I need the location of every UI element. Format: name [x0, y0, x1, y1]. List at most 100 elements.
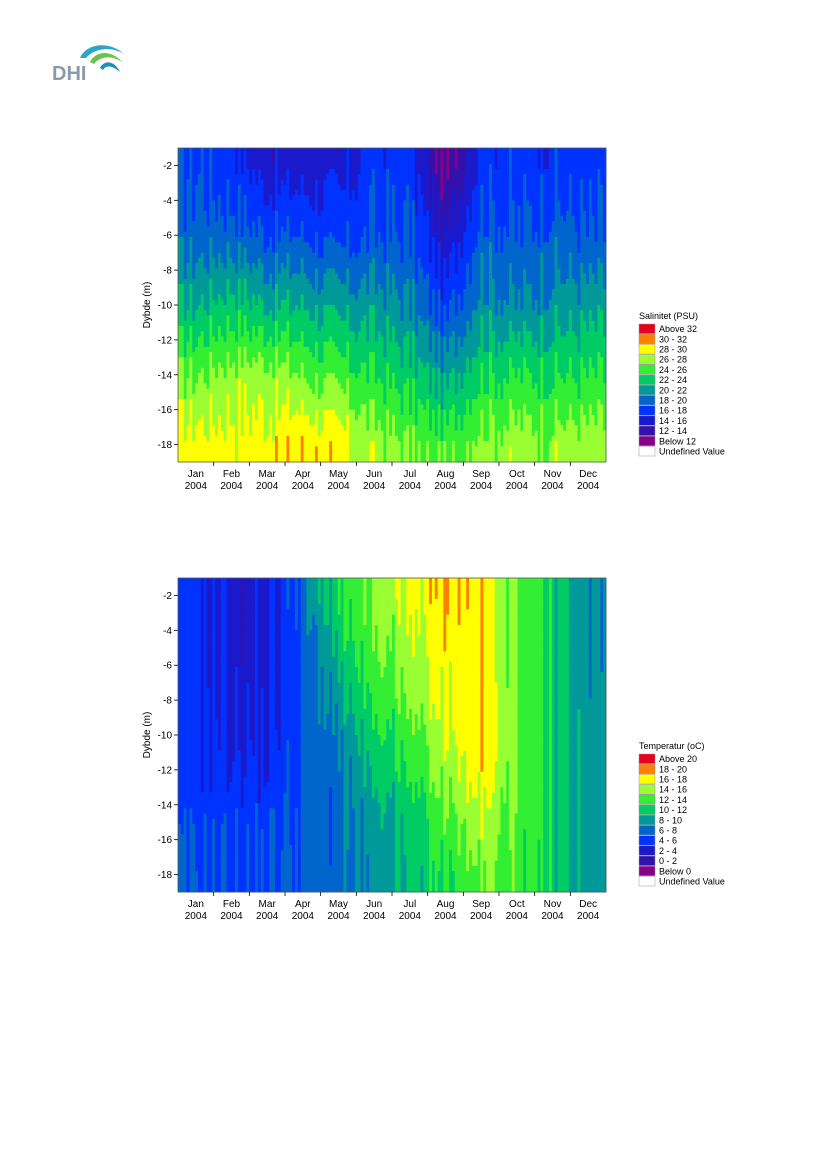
heatmap-cell — [255, 257, 259, 264]
heatmap-cell — [300, 383, 304, 390]
heatmap-cell — [206, 205, 210, 212]
heatmap-cell — [229, 393, 233, 400]
heatmap-cell — [374, 320, 379, 327]
heatmap-cell — [257, 362, 262, 369]
heatmap-cell — [400, 451, 404, 458]
heatmap-cell — [280, 383, 284, 390]
heatmap-cell — [360, 294, 364, 301]
heatmap-cell — [186, 336, 190, 343]
heatmap-cell — [392, 425, 396, 431]
heatmap-cell — [255, 451, 259, 458]
heatmap-cell — [314, 247, 319, 254]
heatmap-cell — [246, 414, 250, 421]
heatmap-cell — [292, 451, 296, 458]
heatmap-cell — [349, 148, 353, 154]
heatmap-cell — [269, 289, 273, 295]
heatmap-cell — [409, 247, 413, 254]
heatmap-cell — [411, 195, 416, 201]
heatmap-cell — [272, 294, 276, 301]
heatmap-cell — [257, 158, 262, 165]
heatmap-cell — [320, 195, 324, 201]
heatmap-cell — [200, 174, 205, 180]
heatmap-cell — [323, 294, 327, 301]
heatmap-cell — [243, 435, 247, 442]
heatmap-cell — [286, 231, 290, 238]
heatmap-cell — [297, 404, 302, 411]
heatmap-cell — [257, 189, 262, 196]
heatmap-cell — [203, 189, 207, 196]
heatmap-cell — [178, 331, 182, 337]
heatmap-cell — [386, 367, 390, 374]
heatmap-cell — [320, 273, 324, 280]
heatmap-cell — [332, 163, 336, 170]
heatmap-cell — [195, 231, 199, 238]
heatmap-cell — [372, 158, 376, 165]
heatmap-cell — [180, 210, 185, 217]
heatmap-cell — [292, 231, 296, 238]
heatmap-cell — [326, 325, 330, 332]
heatmap-cell — [286, 153, 290, 159]
heatmap-cell — [329, 420, 333, 426]
heatmap-cell — [360, 273, 364, 280]
heatmap-cell — [209, 388, 213, 395]
heatmap-cell — [360, 168, 364, 175]
heatmap-cell — [277, 420, 282, 426]
heatmap-cell — [226, 325, 230, 332]
heatmap-cell — [209, 383, 213, 390]
heatmap-cell — [392, 226, 396, 233]
heatmap-cell — [343, 451, 347, 458]
heatmap-cell — [366, 373, 370, 379]
heatmap-cell — [266, 168, 270, 175]
heatmap-cell — [197, 451, 202, 458]
heatmap-cell — [414, 184, 419, 191]
heatmap-cell — [189, 216, 193, 222]
heatmap-cell — [326, 378, 330, 384]
heatmap-cell — [257, 420, 262, 426]
heatmap-cell — [255, 299, 259, 306]
heatmap-cell — [180, 362, 185, 369]
heatmap-cell — [212, 221, 216, 227]
heatmap-cell — [297, 346, 302, 353]
heatmap-cell — [203, 210, 207, 217]
heatmap-cell — [243, 399, 247, 405]
heatmap-cell — [277, 404, 282, 411]
heatmap-cell — [403, 367, 407, 374]
heatmap-cell — [383, 325, 387, 332]
heatmap-cell — [409, 257, 413, 264]
heatmap-cell — [334, 226, 339, 233]
heatmap-cell — [292, 257, 296, 264]
heatmap-cell — [178, 446, 182, 452]
heatmap-cell — [229, 210, 233, 217]
heatmap-cell — [229, 200, 233, 206]
heatmap-cell — [409, 383, 413, 390]
heatmap-cell — [343, 367, 347, 374]
heatmap-cell — [189, 263, 193, 269]
heatmap-cell — [294, 425, 299, 431]
heatmap-cell — [366, 289, 370, 295]
heatmap-cell — [314, 305, 319, 311]
heatmap-cell — [397, 163, 401, 170]
heatmap-cell — [252, 231, 256, 238]
heatmap-cell — [220, 451, 225, 458]
heatmap-cell — [377, 148, 381, 154]
heatmap-cell — [237, 441, 242, 447]
heatmap-cell — [249, 320, 253, 327]
heatmap-cell — [237, 158, 242, 165]
heatmap-cell — [403, 221, 407, 227]
heatmap-cell — [229, 163, 233, 170]
heatmap-cell — [354, 163, 359, 170]
heatmap-cell — [178, 352, 182, 358]
heatmap-cell — [389, 383, 393, 390]
heatmap-cell — [340, 388, 344, 395]
heatmap-cell — [306, 325, 310, 332]
heatmap-cell — [386, 305, 390, 311]
heatmap-cell — [329, 189, 333, 196]
heatmap-cell — [217, 278, 222, 285]
heatmap-cell — [266, 242, 270, 248]
heatmap-cell — [360, 231, 364, 238]
heatmap-cell — [180, 357, 185, 363]
heatmap-cell — [300, 414, 304, 421]
heatmap-cell — [263, 414, 267, 421]
heatmap-cell — [406, 352, 410, 358]
heatmap-cell — [263, 383, 267, 390]
